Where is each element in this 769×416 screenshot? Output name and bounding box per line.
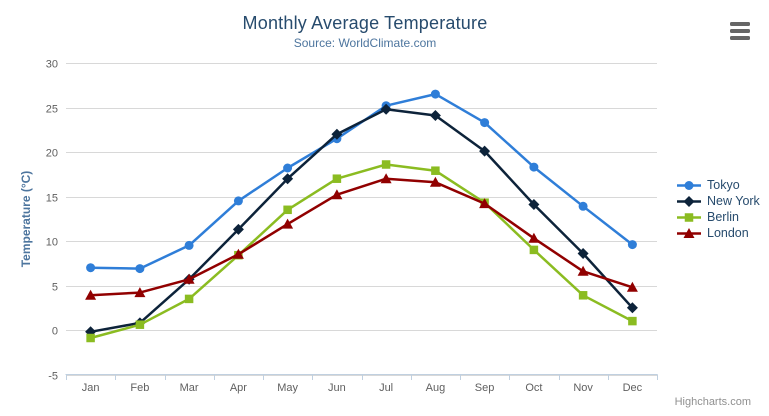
point-london-jul[interactable] <box>380 173 392 184</box>
point-berlin-jul[interactable] <box>381 160 391 169</box>
point-berlin-jan[interactable] <box>86 333 95 343</box>
y-axis-label: 30 <box>46 59 58 71</box>
legend-item-new-york[interactable]: New York <box>676 193 760 209</box>
series-line-london <box>89 177 634 297</box>
x-axis-label: Jul <box>379 382 393 394</box>
x-axis-label: Nov <box>573 382 593 394</box>
series-line-new-york <box>89 108 634 334</box>
legend-marker-circle <box>677 180 701 190</box>
point-new-york-jul[interactable] <box>380 103 392 115</box>
x-axis-label: Jun <box>328 382 346 394</box>
point-tokyo-oct[interactable] <box>529 162 539 172</box>
y-axis-label: -5 <box>48 371 58 383</box>
x-axis-label: Sep <box>475 382 495 394</box>
point-berlin-jun[interactable] <box>332 174 342 183</box>
point-tokyo-apr[interactable] <box>233 196 243 206</box>
legend-label: London <box>707 226 749 240</box>
point-tokyo-sep[interactable] <box>480 118 490 128</box>
point-london-apr[interactable] <box>232 248 244 259</box>
y-axis-title: Temperature (°C) <box>19 170 33 268</box>
point-tokyo-jan[interactable] <box>86 263 96 273</box>
legend-item-berlin[interactable]: Berlin <box>676 209 760 225</box>
point-london-feb[interactable] <box>134 287 146 298</box>
y-axis-label: 0 <box>52 326 58 338</box>
point-london-oct[interactable] <box>528 232 540 243</box>
x-axis-label: Aug <box>426 382 446 394</box>
y-axis-label: 5 <box>52 282 58 294</box>
legend-label: New York <box>707 194 760 208</box>
point-tokyo-dec[interactable] <box>627 240 637 250</box>
point-london-nov[interactable] <box>577 265 589 276</box>
point-london-sep[interactable] <box>479 198 491 209</box>
series-line-tokyo <box>89 92 634 270</box>
point-new-york-may[interactable] <box>282 173 294 185</box>
point-new-york-nov[interactable] <box>577 248 589 259</box>
point-london-jun[interactable] <box>331 189 343 200</box>
point-berlin-aug[interactable] <box>431 166 440 175</box>
legend-label: Berlin <box>707 210 739 224</box>
point-london-jan[interactable] <box>85 289 97 300</box>
x-axis-label: Jan <box>82 382 100 394</box>
point-new-york-aug[interactable] <box>429 110 441 121</box>
chart-title: Monthly Average Temperature <box>242 13 488 33</box>
point-tokyo-aug[interactable] <box>430 89 440 99</box>
x-axis-label: Oct <box>525 382 542 394</box>
legend-marker-square <box>677 212 701 222</box>
export-menu-button[interactable] <box>729 20 751 42</box>
point-tokyo-may[interactable] <box>283 163 293 173</box>
y-axis-label: 25 <box>46 104 58 116</box>
point-london-may[interactable] <box>282 218 294 229</box>
legend-label: Tokyo <box>707 178 740 192</box>
point-tokyo-mar[interactable] <box>184 240 194 250</box>
point-new-york-sep[interactable] <box>479 145 491 157</box>
x-axis-label: Dec <box>623 382 643 394</box>
x-axis-label: Feb <box>130 382 149 394</box>
chart-subtitle: Source: WorldClimate.com <box>293 36 437 50</box>
point-new-york-jun[interactable] <box>331 128 343 140</box>
point-berlin-mar[interactable] <box>184 294 194 304</box>
point-new-york-apr[interactable] <box>232 223 244 235</box>
point-berlin-nov[interactable] <box>578 291 588 300</box>
x-axis-label: May <box>277 382 298 394</box>
point-london-aug[interactable] <box>429 176 441 187</box>
legend-item-london[interactable]: London <box>676 225 760 241</box>
point-london-mar[interactable] <box>183 273 195 284</box>
y-axis-label: 10 <box>46 237 58 249</box>
legend-item-tokyo[interactable]: Tokyo <box>676 177 760 193</box>
hamburger-icon <box>730 22 750 40</box>
x-axis-label: Mar <box>180 382 199 394</box>
legend: Tokyo New York Berlin London <box>676 177 760 241</box>
legend-marker-triangle <box>677 227 701 238</box>
point-berlin-dec[interactable] <box>628 316 637 326</box>
point-berlin-oct[interactable] <box>529 245 539 255</box>
y-axis-label: 20 <box>46 148 58 160</box>
point-berlin-feb[interactable] <box>135 320 145 329</box>
x-axis-label: Apr <box>230 382 247 394</box>
point-tokyo-feb[interactable] <box>135 264 145 274</box>
point-berlin-may[interactable] <box>283 205 292 215</box>
credits-link[interactable]: Highcharts.com <box>674 396 751 408</box>
point-tokyo-nov[interactable] <box>578 201 588 211</box>
series-line-berlin <box>89 163 634 340</box>
point-london-dec[interactable] <box>626 281 638 292</box>
point-new-york-oct[interactable] <box>528 199 540 210</box>
y-axis-label: 15 <box>46 193 58 205</box>
point-new-york-dec[interactable] <box>626 302 638 314</box>
legend-marker-diamond <box>677 195 701 207</box>
